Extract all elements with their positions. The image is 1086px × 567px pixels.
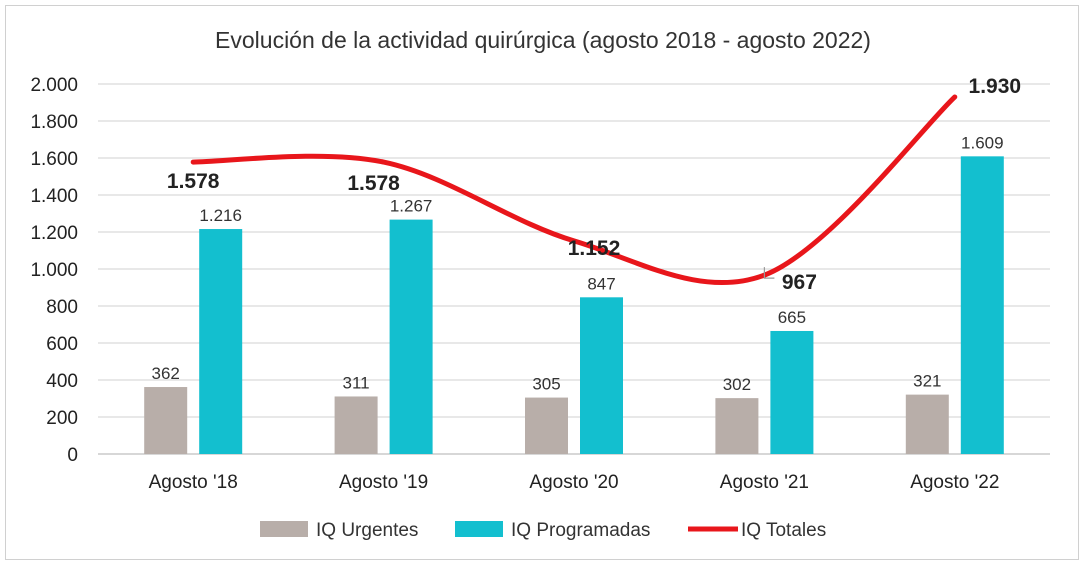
bar-label-programadas: 1.267 [390, 197, 433, 216]
bar-label-urgentes: 302 [723, 375, 751, 394]
legend-label: IQ Urgentes [316, 520, 418, 541]
total-label: 967 [782, 271, 817, 294]
totals-line: 1.578 1.578 1.152 967 1.930 [167, 75, 1021, 294]
bar-label-urgentes: 305 [532, 375, 560, 394]
y-tick-label: 1.200 [30, 223, 78, 244]
legend-label: IQ Totales [741, 520, 826, 541]
x-tick-label: Agosto '21 [720, 472, 809, 493]
y-tick-label: 1.800 [30, 112, 78, 133]
y-axis: 0 200 400 600 800 1.000 1.200 1.400 1.600 1.800 2.… [30, 75, 78, 466]
bar-programadas [770, 330, 814, 454]
y-tick-label: 400 [46, 371, 78, 392]
chart-frame [5, 5, 1079, 560]
bar-urgentes [144, 387, 188, 454]
bar-label-programadas: 1.216 [199, 206, 242, 225]
bar-label-urgentes: 321 [913, 372, 941, 391]
bar-urgentes [715, 398, 759, 454]
bar-label-urgentes: 362 [152, 364, 180, 383]
bar-label-programadas: 665 [778, 308, 806, 327]
total-label: 1.930 [969, 75, 1022, 98]
bar-label-urgentes: 311 [343, 373, 370, 392]
y-tick-label: 0 [67, 445, 78, 466]
x-tick-label: Agosto '19 [339, 472, 428, 493]
y-tick-label: 1.400 [30, 186, 78, 207]
y-tick-label: 2.000 [30, 75, 78, 96]
total-label: 1.578 [167, 170, 220, 193]
bar-programadas [580, 297, 623, 454]
chart-title: Evolución de la actividad quirúrgica (ag… [215, 27, 871, 53]
total-label: 1.578 [347, 172, 400, 195]
x-axis: Agosto '18 Agosto '19 Agosto '20 Agosto '21… [149, 472, 1000, 493]
legend-swatch [260, 521, 308, 537]
bar-label-programadas: 1.609 [961, 133, 1004, 152]
line-totales [190, 94, 958, 286]
bar-label-programadas: 847 [587, 274, 615, 293]
bar-programadas [389, 219, 433, 454]
bar-programadas [199, 229, 243, 454]
bars: 362 1.216 311 1.267 305 847 302 665 321 1.609 [144, 133, 1004, 454]
y-tick-label: 200 [46, 408, 78, 429]
x-tick-label: Agosto '20 [529, 472, 618, 493]
bar-urgentes [905, 394, 949, 454]
y-tick-label: 1.600 [30, 149, 78, 170]
bar-urgentes [334, 396, 378, 454]
y-tick-label: 1.000 [30, 260, 78, 281]
bar-programadas [960, 156, 1004, 454]
legend: IQ Urgentes IQ Programadas IQ Totales [260, 520, 826, 541]
x-tick-label: Agosto '18 [149, 472, 238, 493]
legend-swatch [455, 521, 503, 537]
total-label: 1.152 [568, 237, 621, 260]
bar-urgentes [525, 397, 568, 454]
legend-label: IQ Programadas [511, 520, 650, 541]
y-tick-label: 600 [46, 334, 78, 355]
x-tick-label: Agosto '22 [910, 472, 999, 493]
label-leader-line [763, 267, 775, 279]
y-tick-label: 800 [46, 297, 78, 318]
